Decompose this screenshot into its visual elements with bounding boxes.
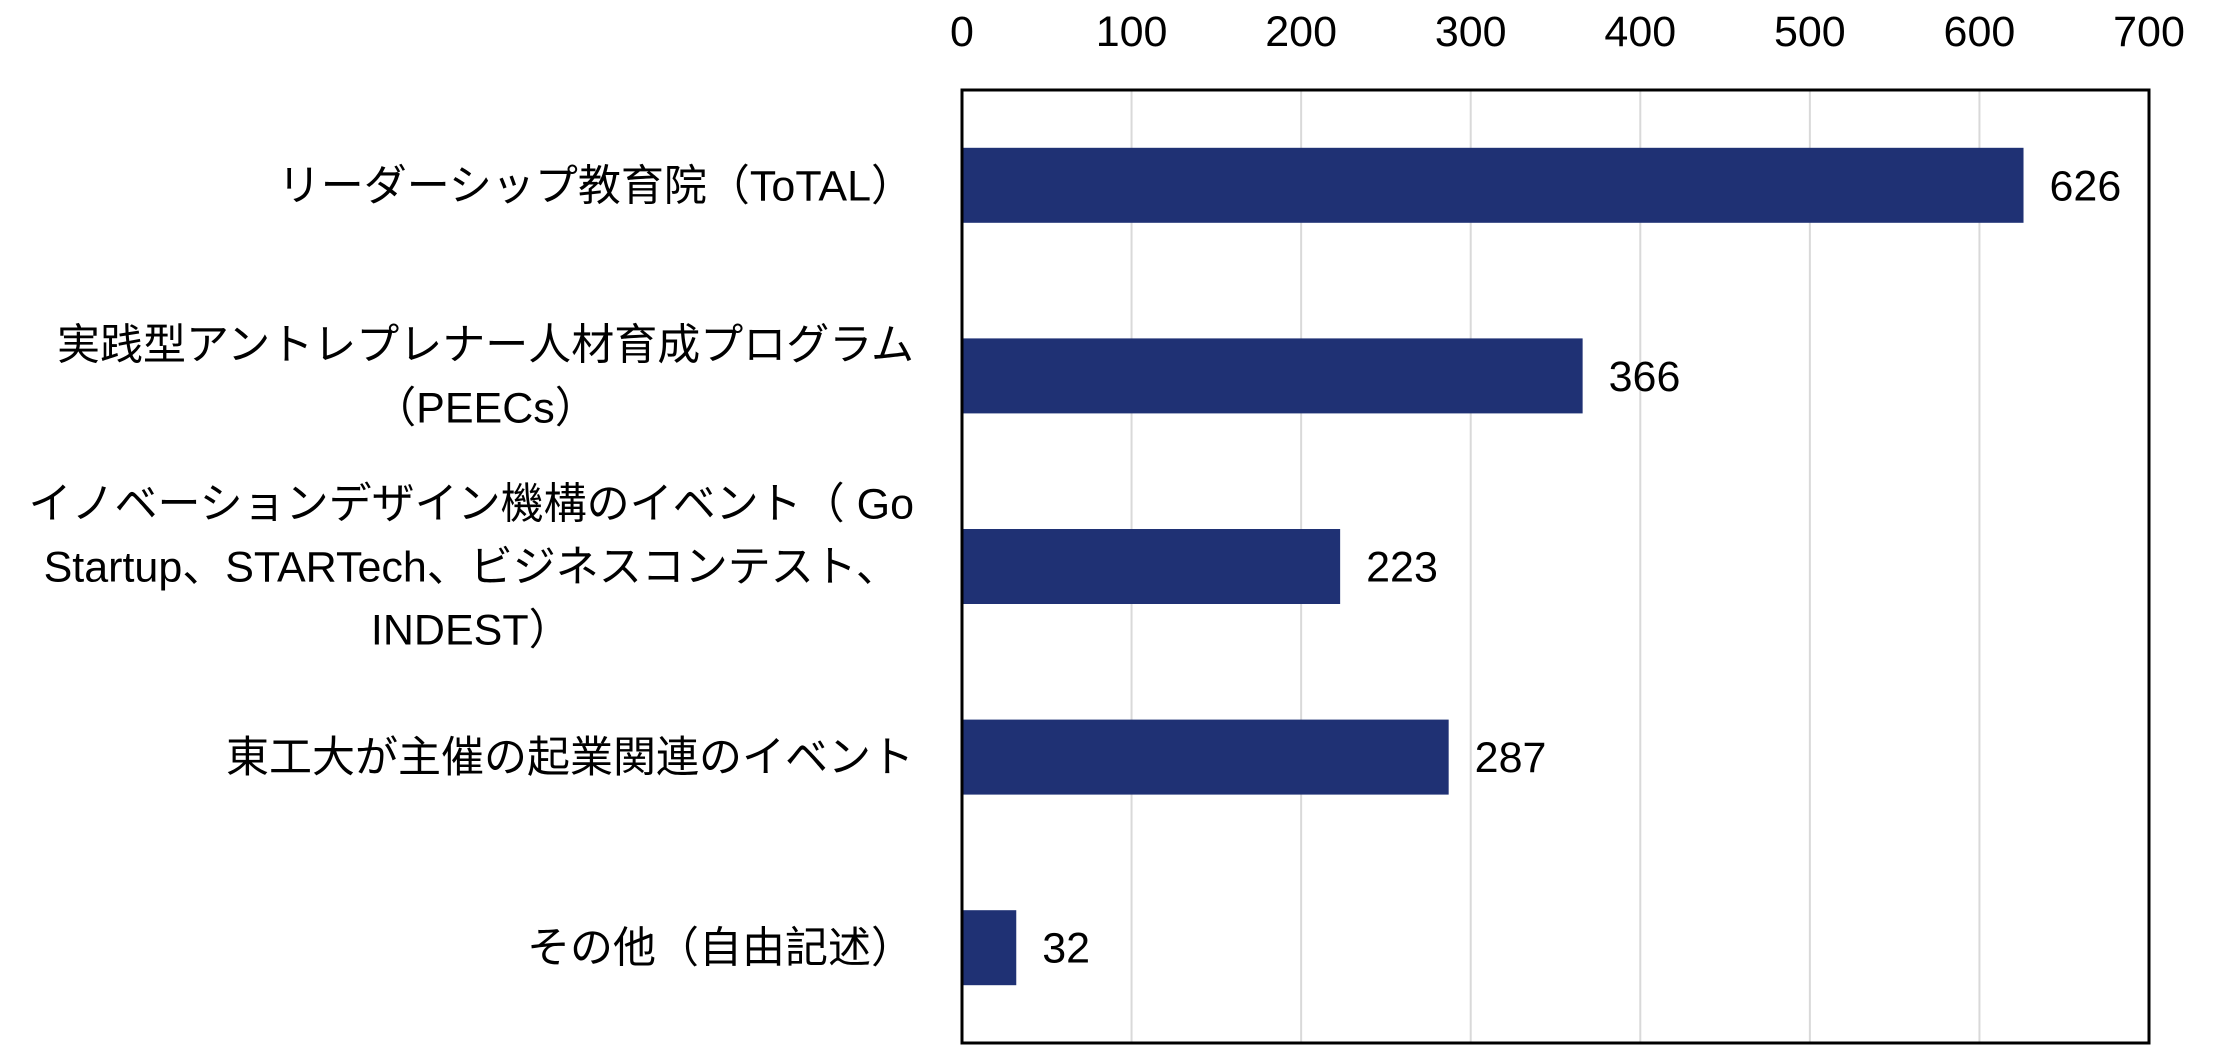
category-label: リーダーシップ教育院（ToTAL） <box>278 162 914 210</box>
x-tick-label: 300 <box>1435 8 1507 56</box>
bar <box>962 338 1583 414</box>
bar <box>962 147 2024 223</box>
gridlines <box>1130 90 1981 1043</box>
data-labels: 626 366 223 287 32 <box>1042 162 2121 972</box>
category-label: 実践型アントレプレナー人材育成プログラム （PEECs） <box>57 321 914 432</box>
x-tick-label: 500 <box>1774 8 1846 56</box>
category-label-line: INDEST） <box>371 607 572 655</box>
category-label-line: イノベーションデザイン機構のイベント（ Go <box>29 481 914 529</box>
category-label-line: 東工大が主催の起業関連のイベント <box>226 734 914 782</box>
category-label: 東工大が主催の起業関連のイベント <box>226 734 914 782</box>
x-tick-label: 700 <box>2113 8 2185 56</box>
bar <box>962 529 1341 604</box>
category-label-line: リーダーシップ教育院（ToTAL） <box>278 162 914 210</box>
category-label-line: 実践型アントレプレナー人材育成プログラム <box>57 321 914 369</box>
category-label-line: Startup、STARTech、ビジネスコンテスト、 <box>44 544 899 592</box>
bar <box>962 719 1449 795</box>
bar <box>962 910 1017 986</box>
data-label: 366 <box>1609 353 1681 401</box>
x-tick-label: 400 <box>1604 8 1676 56</box>
x-tick-label: 200 <box>1265 8 1337 56</box>
data-label: 223 <box>1366 544 1438 592</box>
x-tick-label: 100 <box>1096 8 1168 56</box>
x-tick-label: 0 <box>950 8 974 56</box>
x-axis-tick-labels: 0 100 200 300 400 500 600 700 <box>950 8 2185 56</box>
category-label: イノベーションデザイン機構のイベント（ Go Startup、STARTech、ビ… <box>29 481 914 655</box>
data-label: 32 <box>1042 925 1090 973</box>
data-label: 626 <box>2050 162 2122 210</box>
category-labels: リーダーシップ教育院（ToTAL） 実践型アントレプレナー人材育成プログラム （PE… <box>29 162 914 972</box>
category-label: その他（自由記述） <box>527 925 914 973</box>
x-tick-label: 600 <box>1944 8 2016 56</box>
plot-frame <box>960 88 2151 1045</box>
category-label-line: その他（自由記述） <box>527 925 914 973</box>
category-label-line: （PEECs） <box>373 384 598 432</box>
bars <box>962 147 2024 986</box>
data-label: 287 <box>1475 734 1547 782</box>
